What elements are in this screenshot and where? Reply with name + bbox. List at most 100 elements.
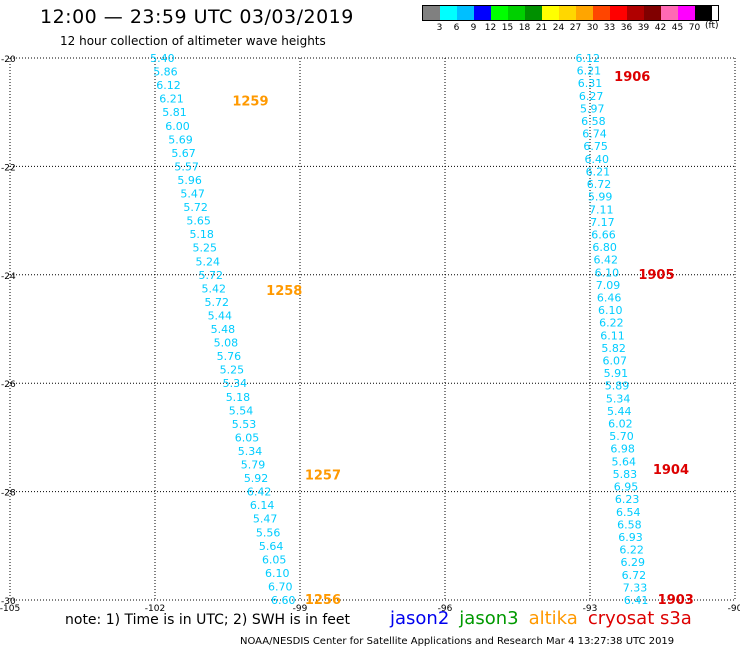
legend-tick-label: 24	[552, 23, 565, 33]
lon-tick-label: -99	[293, 604, 308, 614]
legend-tick-label: 12	[484, 23, 497, 33]
legend-swatch	[508, 6, 525, 20]
wave-height-value: 6.41	[624, 594, 649, 607]
wave-height-value: 7.11	[589, 203, 614, 216]
wave-height-value: 6.58	[581, 115, 606, 128]
legend-tick-label: 3	[436, 23, 443, 33]
legend-tick-label: 15	[501, 23, 514, 33]
satellite-label-jason2: jason2	[390, 608, 450, 629]
wave-height-value: 6.42	[247, 486, 271, 499]
wave-height-value: 6.02	[608, 418, 633, 431]
satellite-legend: jason2 jason3 altika cryosat s3a	[390, 608, 702, 629]
wave-height-value: 6.46	[597, 291, 622, 304]
wave-height-value: 5.81	[162, 106, 187, 119]
wave-height-value: 5.72	[199, 269, 224, 282]
wave-height-value: 5.40	[150, 52, 175, 65]
wave-height-value: 6.74	[582, 128, 607, 141]
wave-height-value: 6.14	[250, 499, 275, 512]
legend-swatch	[661, 6, 678, 20]
pass-number-label: 1906	[614, 70, 650, 85]
wave-height-value: 5.42	[202, 282, 227, 295]
wave-height-value: 6.70	[268, 580, 293, 593]
legend-swatch	[695, 6, 712, 20]
pass-number-label: 1258	[266, 284, 302, 299]
wave-height-value: 5.34	[223, 377, 248, 390]
wave-height-value: 5.57	[174, 160, 199, 173]
wave-height-value: 6.93	[618, 531, 643, 544]
wave-height-value: 6.23	[615, 493, 640, 506]
legend-swatch	[678, 6, 695, 20]
wave-height-value: 6.12	[576, 52, 601, 65]
wave-height-value: 6.10	[595, 266, 620, 279]
satellite-label-jason3: jason3	[459, 608, 519, 629]
wave-height-value: 5.34	[238, 445, 262, 458]
legend-swatch	[644, 6, 661, 20]
wave-height-value: 5.24	[195, 255, 220, 268]
wave-height-value: 6.11	[600, 329, 625, 342]
wave-height-value: 5.70	[609, 430, 634, 443]
wave-height-value: 5.76	[217, 350, 242, 363]
wave-height-value: 6.58	[617, 518, 642, 531]
lon-tick-label: -90	[728, 604, 740, 614]
wave-height-value: 5.64	[611, 455, 636, 468]
legend-tick-label: 30	[586, 23, 599, 33]
wave-height-value: 6.07	[602, 355, 627, 368]
wave-height-value: 5.97	[580, 102, 605, 115]
wave-height-value: 6.00	[165, 120, 190, 133]
wave-height-value: 5.48	[211, 323, 236, 336]
footer-credit: NOAA/NESDIS Center for Satellite Applica…	[240, 636, 675, 647]
wave-height-value: 5.44	[607, 405, 632, 418]
pass-number-label: 1256	[305, 593, 341, 608]
lon-tick-label: -96	[438, 604, 453, 614]
legend-swatch	[457, 6, 474, 20]
wave-height-value: 5.53	[232, 418, 257, 431]
lat-tick-label: -26	[1, 380, 16, 390]
legend-tick-label: 42	[654, 23, 667, 33]
wave-height-value: 6.98	[610, 443, 635, 456]
wave-height-value: 5.89	[605, 380, 630, 393]
legend-swatch	[576, 6, 593, 20]
legend-tick-label: 45	[671, 23, 684, 33]
wave-height-value: 5.92	[244, 472, 269, 485]
lat-tick-label: -20	[1, 55, 16, 65]
wave-height-value: 5.64	[259, 540, 284, 553]
wave-height-value: 5.72	[183, 201, 208, 214]
legend-swatches	[422, 5, 719, 21]
wave-height-value: 6.95	[614, 481, 639, 494]
wave-height-value: 6.21	[577, 65, 602, 78]
wave-height-value: 6.27	[579, 90, 604, 103]
wave-height-value: 6.72	[622, 569, 647, 582]
legend-swatch	[491, 6, 508, 20]
legend-tick-label: 36	[620, 23, 633, 33]
wave-height-value: 6.22	[619, 544, 644, 557]
wave-height-value: 5.54	[229, 404, 254, 417]
wave-height-value: 6.12	[156, 79, 181, 92]
wave-height-value: 5.44	[208, 309, 233, 322]
pass-number-label: 1257	[305, 468, 341, 483]
lon-tick-label: -105	[0, 604, 20, 614]
lat-tick-label: -24	[1, 272, 16, 282]
legend-swatch	[610, 6, 627, 20]
wave-height-value: 7.17	[590, 216, 615, 229]
legend-unit-label: (ft)	[705, 21, 719, 31]
wave-height-value: 6.66	[591, 228, 616, 241]
wave-height-value: 5.69	[168, 133, 193, 146]
wave-height-value: 5.99	[588, 191, 613, 204]
wave-height-value: 6.42	[593, 254, 618, 267]
lon-tick-label: -93	[583, 604, 598, 614]
pass-number-label: 1904	[653, 463, 689, 478]
wave-height-value: 6.29	[620, 556, 645, 569]
legend-swatch	[423, 6, 440, 20]
wave-height-value: 5.25	[220, 364, 245, 377]
wave-height-value: 6.60	[271, 594, 296, 607]
wave-height-value: 5.47	[253, 513, 278, 526]
wave-height-value: 5.83	[613, 468, 638, 481]
wave-height-value: 7.33	[623, 581, 648, 594]
wave-height-value: 6.05	[235, 431, 260, 444]
wave-height-value: 6.21	[159, 93, 184, 106]
wave-height-value: 5.67	[171, 147, 196, 160]
wave-height-value: 6.21	[586, 165, 611, 178]
wave-height-value: 7.09	[596, 279, 621, 292]
wave-height-value: 5.96	[177, 174, 202, 187]
satellite-label-altika: altika	[528, 608, 578, 629]
